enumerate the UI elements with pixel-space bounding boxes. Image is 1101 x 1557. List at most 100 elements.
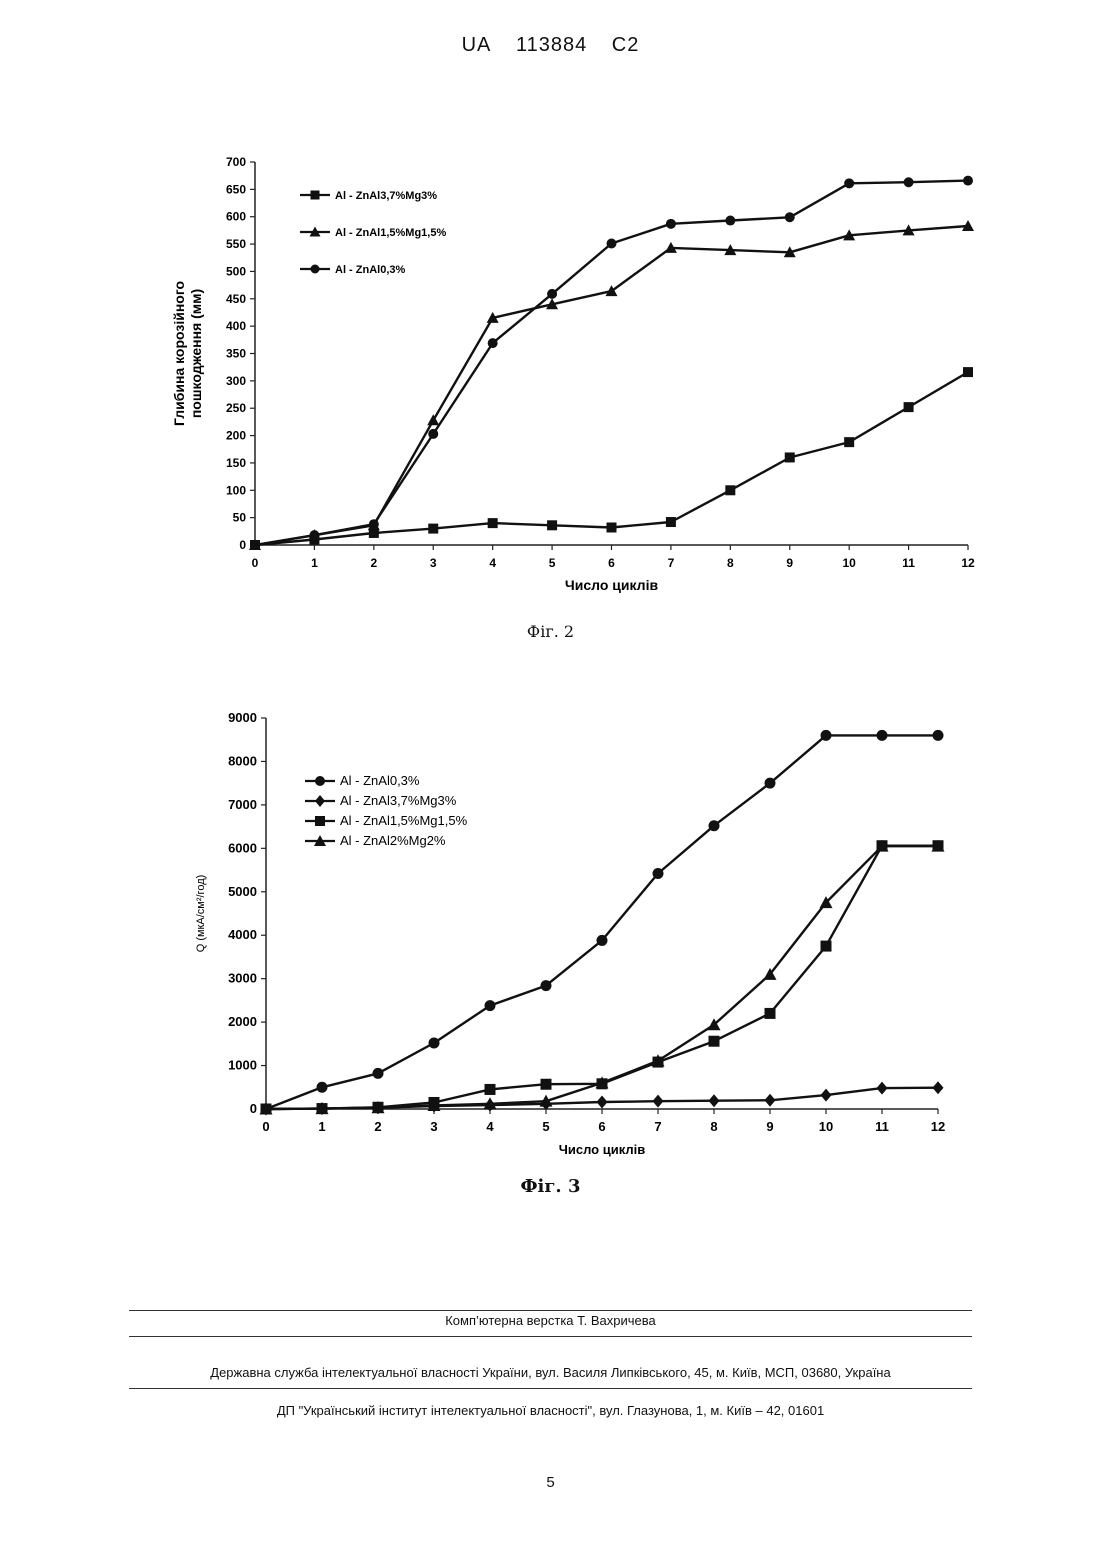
x-tick-label: 2 xyxy=(370,556,377,570)
data-point xyxy=(765,1008,776,1019)
legend-label: Al - ZnAl3,7%Mg3% xyxy=(335,190,437,202)
x-tick-label: 1 xyxy=(318,1119,325,1134)
data-point xyxy=(844,178,854,188)
legend-label: Al - ZnAl0,3% xyxy=(340,773,420,788)
figure-2-caption: Фіг. 2 xyxy=(0,622,1101,641)
x-tick-label: 3 xyxy=(430,1119,437,1134)
data-point xyxy=(541,980,552,991)
y-tick-label: 5000 xyxy=(228,884,257,899)
patent-header: UA 113884 C2 xyxy=(0,34,1101,57)
footer-divider xyxy=(129,1310,972,1311)
data-point xyxy=(821,941,832,952)
data-point xyxy=(709,1036,720,1047)
data-point xyxy=(666,517,676,527)
data-point xyxy=(317,1082,328,1093)
y-tick-label: 9000 xyxy=(228,710,257,725)
legend-label: Al - ZnAl2%Mg2% xyxy=(340,833,446,848)
data-point xyxy=(429,1037,440,1048)
data-point xyxy=(488,338,498,348)
x-tick-label: 4 xyxy=(486,1119,494,1134)
legend-marker xyxy=(311,191,320,200)
patent-number: 113884 xyxy=(516,34,587,57)
data-point xyxy=(373,1068,384,1079)
x-tick-label: 10 xyxy=(842,556,856,570)
x-tick-label: 0 xyxy=(252,556,259,570)
y-tick-label: 50 xyxy=(233,511,247,525)
data-point xyxy=(904,402,914,412)
x-tick-label: 6 xyxy=(608,556,615,570)
data-point xyxy=(427,414,439,425)
patent-kind: C2 xyxy=(612,34,640,57)
y-tick-label: 100 xyxy=(226,483,246,497)
institute-address: ДП "Український інститут інтелектуальної… xyxy=(0,1403,1101,1418)
y-tick-label: 500 xyxy=(226,264,246,278)
figure-3-caption: Фіг. 3 xyxy=(0,1176,1101,1197)
data-point xyxy=(709,1094,720,1107)
data-point xyxy=(653,868,664,879)
x-tick-label: 5 xyxy=(542,1119,549,1134)
data-point xyxy=(844,437,854,447)
data-point xyxy=(877,1082,888,1095)
y-tick-label: 600 xyxy=(226,210,246,224)
data-point xyxy=(653,1095,664,1108)
y-tick-label: 550 xyxy=(226,237,246,251)
data-point xyxy=(666,219,676,229)
data-point xyxy=(541,1079,552,1090)
y-tick-label: 2000 xyxy=(228,1014,257,1029)
y-tick-label: 650 xyxy=(226,182,246,196)
x-tick-label: 3 xyxy=(430,556,437,570)
x-tick-label: 5 xyxy=(549,556,556,570)
data-point xyxy=(709,820,720,831)
data-point xyxy=(963,176,973,186)
data-point xyxy=(877,730,888,741)
data-point xyxy=(607,522,617,532)
y-tick-label: 6000 xyxy=(228,840,257,855)
series-line-1 xyxy=(266,735,938,1109)
data-point xyxy=(309,530,319,540)
y-tick-label: 250 xyxy=(226,401,246,415)
y-tick-label: 450 xyxy=(226,292,246,306)
x-tick-label: 2 xyxy=(374,1119,381,1134)
y-tick-label: 1000 xyxy=(228,1058,257,1073)
x-tick-label: 11 xyxy=(902,556,915,570)
data-point xyxy=(785,452,795,462)
data-point xyxy=(821,730,832,741)
y-tick-label: 3000 xyxy=(228,971,257,986)
y-tick-label: 4000 xyxy=(228,927,257,942)
layout-credit: Комп’ютерна верстка Т. Вахричева xyxy=(0,1313,1101,1328)
y-tick-label: 350 xyxy=(226,347,246,361)
y-axis-label: Глибина корозійного xyxy=(171,281,187,426)
legend-label: Al - ZnAl0,3% xyxy=(335,264,406,276)
x-axis-label: Число циклів xyxy=(565,577,659,593)
data-point xyxy=(369,519,379,529)
x-tick-label: 4 xyxy=(489,556,496,570)
data-point xyxy=(485,1084,496,1095)
legend-label: Al - ZnAl3,7%Mg3% xyxy=(340,793,457,808)
y-tick-label: 8000 xyxy=(228,753,257,768)
data-point xyxy=(597,935,608,946)
legend-marker xyxy=(315,795,325,807)
x-tick-label: 12 xyxy=(961,556,975,570)
x-tick-label: 7 xyxy=(654,1119,661,1134)
data-point xyxy=(597,1096,608,1109)
office-address: Державна служба інтелектуальної власност… xyxy=(0,1365,1101,1380)
data-point xyxy=(725,216,735,226)
data-point xyxy=(250,540,260,550)
data-point xyxy=(428,429,438,439)
y-tick-label: 150 xyxy=(226,456,246,470)
y-tick-label: 0 xyxy=(239,538,246,552)
data-point xyxy=(933,730,944,741)
x-tick-label: 8 xyxy=(727,556,734,570)
x-tick-label: 9 xyxy=(766,1119,773,1134)
y-tick-label: 400 xyxy=(226,319,246,333)
data-point xyxy=(485,1000,496,1011)
series-line-4 xyxy=(266,846,938,1109)
country-code: UA xyxy=(462,34,492,57)
legend-label: Al - ZnAl1,5%Mg1,5% xyxy=(340,813,468,828)
x-tick-label: 12 xyxy=(931,1119,945,1134)
data-point xyxy=(765,778,776,789)
data-point xyxy=(607,239,617,249)
legend-label: Al - ZnAl1,5%Mg1,5% xyxy=(335,227,446,239)
x-axis-label: Число циклів xyxy=(559,1142,646,1157)
y-tick-label: 200 xyxy=(226,429,246,443)
